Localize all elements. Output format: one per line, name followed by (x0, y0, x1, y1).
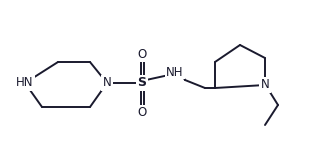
Text: O: O (137, 106, 146, 119)
Text: O: O (137, 49, 146, 62)
Text: S: S (137, 77, 146, 89)
Text: N: N (261, 78, 269, 91)
Text: HN: HN (16, 77, 34, 89)
Text: NH: NH (166, 66, 184, 78)
Text: N: N (103, 77, 111, 89)
